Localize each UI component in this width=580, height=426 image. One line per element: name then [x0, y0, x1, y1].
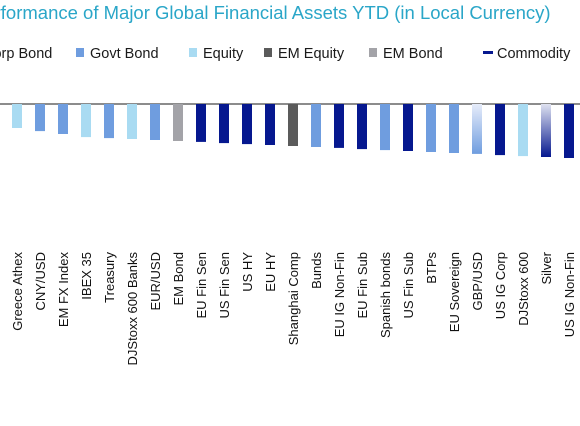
tick-label-eu-hy: EU HY — [263, 252, 278, 292]
x-tick-labels: Greece Athex CNY/USD EM FX Index IBEX 35 Tre… — [10, 251, 577, 365]
bar-bunds — [311, 104, 321, 147]
legend-swatch-equity — [189, 48, 197, 57]
legend-swatch-em-bond — [369, 48, 377, 57]
bar-greece-athex — [12, 104, 22, 128]
bar-em-bond — [173, 104, 183, 141]
bar-treasury — [104, 104, 114, 139]
legend-label-govt-bond: Govt Bond — [90, 46, 159, 62]
tick-label-greece-athex: Greece Athex — [10, 252, 25, 331]
tick-label-em-fx-index: EM FX Index — [56, 252, 71, 328]
tick-label-eur-usd: EUR/USD — [148, 252, 163, 311]
tick-label-eu-ig-non-fin: EU IG Non-Fin — [332, 252, 347, 337]
bar-spanish-bonds — [380, 104, 390, 151]
legend-label-commodity: Commodity — [497, 46, 571, 62]
bar-us-fin-sub — [403, 104, 413, 151]
tick-label-btps: BTPs — [424, 252, 439, 284]
bar-us-ig-corp — [495, 104, 505, 156]
tick-label-djstoxx-600: DJStoxx 600 — [516, 252, 531, 326]
tick-label-ibex-35: IBEX 35 — [79, 252, 94, 300]
bar-cny-usd — [35, 104, 45, 132]
bar-us-fin-sen — [219, 104, 229, 144]
bar-btps — [426, 104, 436, 152]
bar-eu-fin-sen — [196, 104, 206, 142]
legend-label-em-equity: EM Equity — [278, 46, 345, 62]
tick-label-cny-usd: CNY/USD — [33, 252, 48, 311]
bar-us-hy — [242, 104, 252, 145]
tick-label-djstoxx-600-banks: DJStoxx 600 Banks — [125, 252, 140, 366]
bar-eu-sovereign — [449, 104, 459, 153]
tick-label-us-hy: US HY — [240, 252, 255, 292]
tick-label-us-ig-corp: US IG Corp — [493, 252, 508, 319]
legend-swatch-commodity — [483, 51, 493, 54]
tick-label-treasury: Treasury — [102, 252, 117, 303]
bar-us-ig-non-fin — [564, 104, 574, 158]
bar-eu-hy — [265, 104, 275, 145]
legend-swatch-em-equity — [264, 48, 272, 57]
tick-label-em-bond: EM Bond — [171, 252, 186, 305]
legend-swatch-govt-bond — [76, 48, 84, 57]
tick-label-shanghai-comp: Shanghai Comp — [286, 252, 301, 345]
bar-em-fx-index — [58, 104, 68, 134]
tick-label-eu-fin-sub: EU Fin Sub — [355, 252, 370, 318]
legend: Corp Bond Govt Bond Equity EM Equity EM Bond… — [0, 46, 571, 62]
tick-label-gbp-usd: GBP/USD — [470, 252, 485, 311]
bar-eu-ig-non-fin — [334, 104, 344, 148]
legend-label-corp-bond: Corp Bond — [0, 46, 52, 62]
tick-label-silver: Silver — [539, 251, 554, 284]
tick-label-us-fin-sub: US Fin Sub — [401, 252, 416, 318]
tick-label-us-fin-sen: US Fin Sen — [217, 252, 232, 318]
bar-djstoxx-600-banks — [127, 104, 137, 139]
bar-shanghai-comp — [288, 104, 298, 146]
bar-gbp-usd — [472, 104, 482, 154]
tick-label-us-ig-non-fin: US IG Non-Fin — [562, 252, 577, 337]
bars — [12, 104, 574, 158]
bar-djstoxx-600 — [518, 104, 528, 157]
legend-label-em-bond: EM Bond — [383, 46, 443, 62]
bar-silver — [541, 104, 551, 157]
tick-label-bunds: Bunds — [309, 252, 324, 289]
chart-title: Performance of Major Global Financial As… — [0, 2, 551, 23]
bar-ibex-35 — [81, 104, 91, 138]
legend-label-equity: Equity — [203, 46, 244, 62]
bar-eur-usd — [150, 104, 160, 140]
bar-eu-fin-sub — [357, 104, 367, 150]
tick-label-spanish-bonds: Spanish bonds — [378, 252, 393, 339]
tick-label-eu-sovereign: EU Sovereign — [447, 252, 462, 332]
tick-label-eu-fin-sen: EU Fin Sen — [194, 252, 209, 318]
